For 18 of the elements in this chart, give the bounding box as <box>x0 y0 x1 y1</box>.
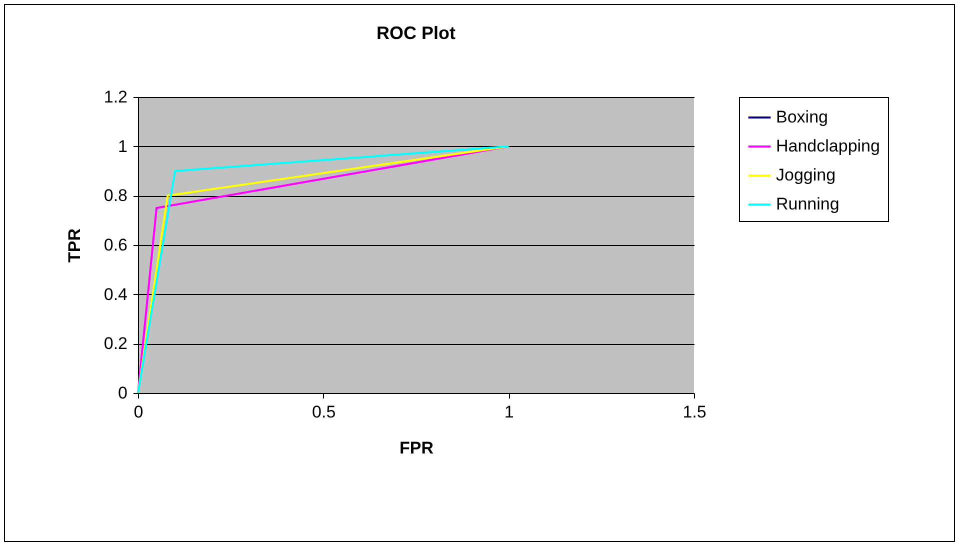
y-tick-label: 0.4 <box>104 284 128 304</box>
y-tick-label: 1 <box>118 136 128 156</box>
x-axis-title: FPR <box>400 438 434 458</box>
chart-title: ROC Plot <box>376 23 456 43</box>
y-tick-label: 1.2 <box>104 88 128 106</box>
y-tick-label: 0.2 <box>104 334 128 354</box>
legend-label: Handclapping <box>776 136 880 156</box>
legend-label: Running <box>776 194 840 214</box>
legend-label: Jogging <box>776 166 836 184</box>
y-axis-title: TPR <box>64 228 84 262</box>
x-tick-label: 1 <box>504 402 514 422</box>
y-tick-label: 0.8 <box>104 186 128 206</box>
x-tick-label: 0.5 <box>312 402 336 422</box>
x-tick-label: 0 <box>134 402 144 422</box>
y-tick-label: 0 <box>118 384 128 402</box>
y-tick-label: 0.6 <box>104 236 128 254</box>
legend-label: Boxing <box>776 108 828 126</box>
x-tick-label: 1.5 <box>682 402 706 422</box>
